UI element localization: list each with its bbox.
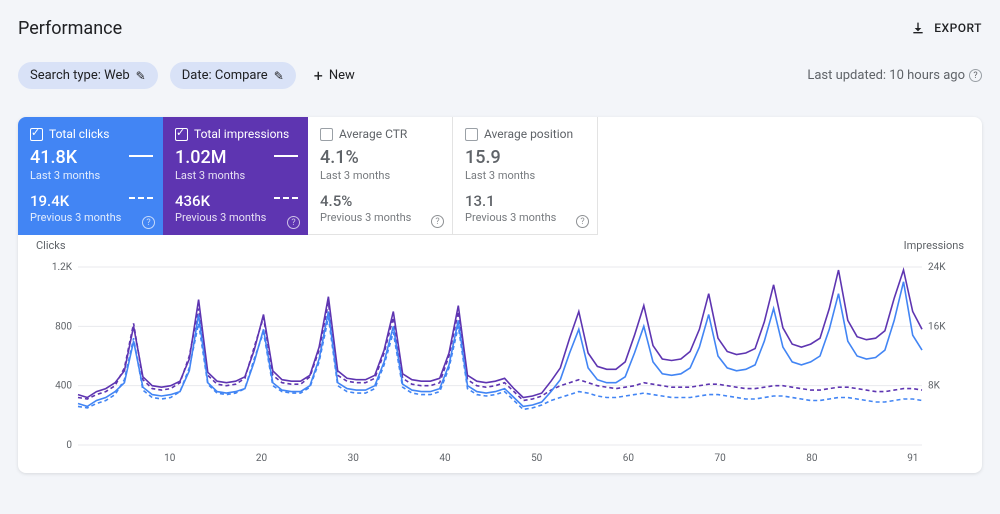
help-icon[interactable]: ? (576, 215, 589, 228)
metric-ctr[interactable]: Average CTR 4.1%Last 3 months 4.5%Previous… (308, 117, 453, 235)
download-icon (910, 20, 926, 36)
metric-label: Total impressions (194, 127, 289, 141)
help-icon[interactable]: ? (969, 69, 982, 82)
solid-line-icon (129, 155, 153, 157)
metric-prev-period: Previous 3 months (320, 211, 440, 224)
svg-text:1.2K: 1.2K (52, 262, 73, 273)
metric-current-value: 15.9 (465, 147, 585, 168)
new-label: New (329, 68, 355, 83)
add-filter-button[interactable]: + New (308, 66, 355, 85)
metric-clicks[interactable]: Total clicks 41.8KLast 3 months 19.4KPrevi… (18, 117, 163, 235)
filter-search-type-label: Search type: Web (30, 68, 130, 83)
performance-chart: 0 400 8K 800 16K 1.2K 24K 10 20 30 40 50 60 70 80 91 (36, 247, 964, 467)
metric-prev-value: 4.5% (320, 192, 440, 210)
left-axis-label: Clicks (36, 239, 66, 252)
metric-prev-value: 13.1 (465, 192, 585, 210)
svg-text:91: 91 (907, 453, 918, 464)
filter-search-type[interactable]: Search type: Web ✎ (18, 62, 158, 89)
svg-text:30: 30 (348, 453, 360, 464)
checkbox-icon (320, 128, 333, 141)
last-updated: Last updated: 10 hours ago ? (807, 68, 982, 83)
dashed-line-icon (274, 197, 298, 199)
metric-label: Average CTR (339, 127, 407, 141)
help-icon[interactable]: ? (431, 215, 444, 228)
plus-icon: + (314, 66, 323, 85)
metric-prev-period: Previous 3 months (175, 211, 296, 224)
metric-current-period: Last 3 months (175, 169, 296, 182)
metric-current-period: Last 3 months (320, 169, 440, 182)
svg-text:8K: 8K (928, 381, 941, 392)
svg-text:10: 10 (164, 453, 176, 464)
svg-text:60: 60 (623, 453, 635, 464)
svg-text:40: 40 (439, 453, 451, 464)
metric-impressions[interactable]: Total impressions 1.02MLast 3 months 436KP… (163, 117, 308, 235)
help-icon[interactable]: ? (287, 216, 300, 229)
svg-text:20: 20 (256, 453, 268, 464)
filter-date-label: Date: Compare (182, 68, 268, 83)
metric-prev-period: Previous 3 months (30, 211, 151, 224)
export-label: EXPORT (934, 21, 982, 35)
svg-text:80: 80 (806, 453, 818, 464)
metric-prev-period: Previous 3 months (465, 211, 585, 224)
checkbox-icon (30, 128, 43, 141)
svg-text:50: 50 (531, 453, 543, 464)
export-button[interactable]: EXPORT (910, 20, 982, 36)
help-icon[interactable]: ? (142, 216, 155, 229)
svg-text:16K: 16K (928, 321, 946, 332)
svg-text:70: 70 (715, 453, 727, 464)
metric-prev-value: 436K (175, 192, 296, 210)
pencil-icon: ✎ (274, 69, 284, 83)
filter-date[interactable]: Date: Compare ✎ (170, 62, 296, 89)
solid-line-icon (274, 155, 298, 157)
metric-current-period: Last 3 months (30, 169, 151, 182)
svg-text:24K: 24K (928, 262, 946, 273)
metric-current-value: 1.02M (175, 147, 296, 168)
metric-prev-value: 19.4K (30, 192, 151, 210)
right-axis-label: Impressions (904, 239, 964, 252)
svg-text:800: 800 (55, 321, 72, 332)
page-title: Performance (18, 18, 122, 39)
metric-current-period: Last 3 months (465, 169, 585, 182)
checkbox-icon (175, 128, 188, 141)
metric-label: Average position (484, 127, 573, 141)
metric-label: Total clicks (49, 127, 109, 141)
metric-current-value: 4.1% (320, 147, 440, 168)
performance-card: Total clicks41.8KLast 3 months19.4KPrevi… (18, 117, 982, 473)
dashed-line-icon (129, 197, 153, 199)
metric-position[interactable]: Average position 15.9Last 3 months 13.1Pre… (453, 117, 598, 235)
svg-text:400: 400 (55, 381, 72, 392)
checkbox-icon (465, 128, 478, 141)
svg-text:0: 0 (66, 440, 72, 451)
pencil-icon: ✎ (136, 69, 146, 83)
metric-current-value: 41.8K (30, 147, 151, 168)
